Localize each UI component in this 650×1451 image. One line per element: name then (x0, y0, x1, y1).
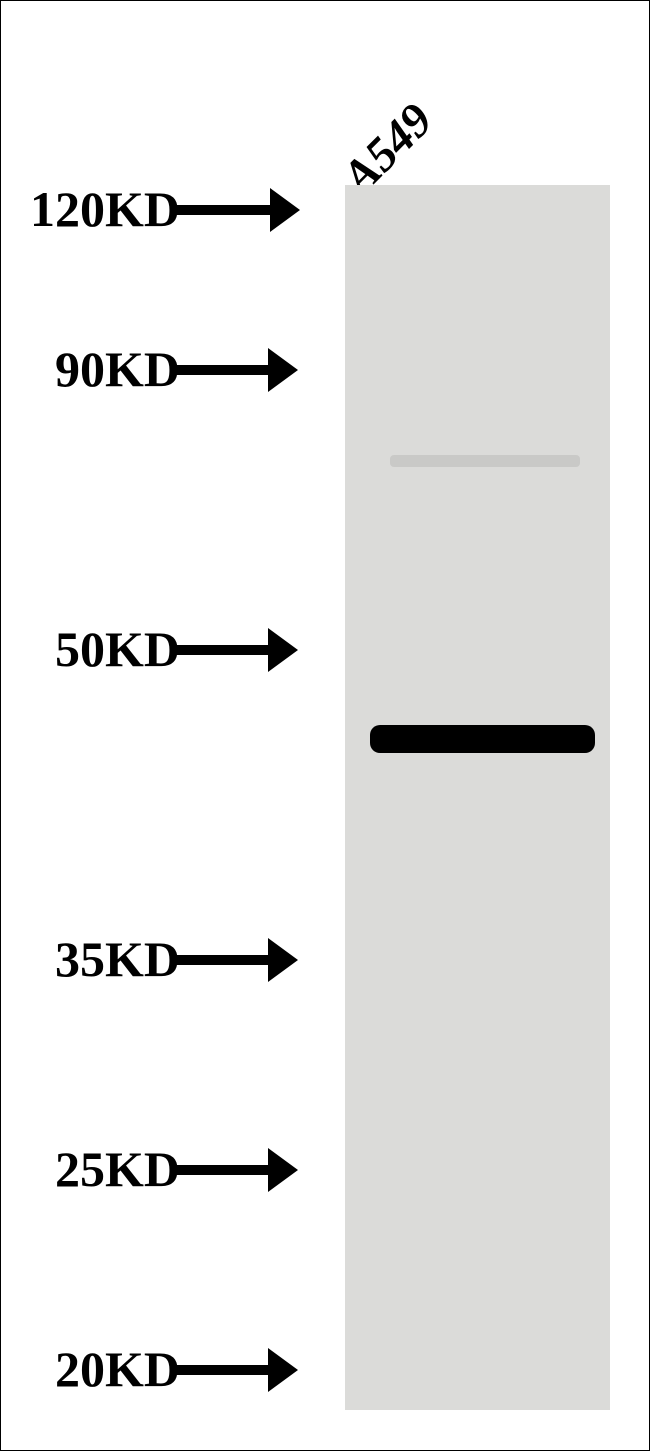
band-faint-80kd (390, 455, 580, 467)
blot-container: A549 120KD90KD50KD35KD25KD20KD (0, 0, 650, 1451)
marker-arrow-shaft-2 (173, 645, 268, 655)
marker-arrow-head-4 (268, 1148, 298, 1192)
marker-arrow-head-3 (268, 938, 298, 982)
marker-arrow-shaft-1 (173, 365, 268, 375)
band-main-45kd (370, 725, 595, 753)
marker-label-2: 50KD (55, 620, 180, 678)
marker-label-3: 35KD (55, 930, 180, 988)
marker-label-5: 20KD (55, 1340, 180, 1398)
marker-arrow-head-1 (268, 348, 298, 392)
marker-label-0: 120KD (30, 180, 180, 238)
marker-label-4: 25KD (55, 1140, 180, 1198)
lane-strip (345, 185, 610, 1410)
marker-arrow-head-5 (268, 1348, 298, 1392)
marker-arrow-shaft-0 (175, 205, 270, 215)
marker-arrow-head-0 (270, 188, 300, 232)
marker-arrow-shaft-3 (173, 955, 268, 965)
marker-arrow-shaft-4 (173, 1165, 268, 1175)
marker-label-1: 90KD (55, 340, 180, 398)
marker-arrow-shaft-5 (173, 1365, 268, 1375)
marker-arrow-head-2 (268, 628, 298, 672)
